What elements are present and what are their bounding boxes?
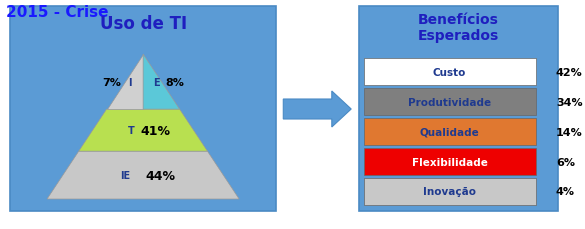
Text: 6%: 6% — [556, 157, 575, 167]
Text: Uso de TI: Uso de TI — [99, 15, 187, 33]
Polygon shape — [47, 152, 239, 199]
Text: Produtividade: Produtividade — [408, 97, 491, 107]
Polygon shape — [106, 55, 143, 110]
Bar — [359, 7, 558, 211]
Text: Flexibilidade: Flexibilidade — [412, 157, 488, 167]
Text: Custo: Custo — [433, 67, 466, 77]
Text: 14%: 14% — [556, 127, 583, 137]
Text: 7%: 7% — [102, 77, 121, 87]
Text: E: E — [153, 77, 160, 87]
Text: 34%: 34% — [556, 97, 583, 107]
Text: 4%: 4% — [556, 187, 575, 197]
Bar — [364, 89, 535, 115]
Text: Benefícios
Esperados: Benefícios Esperados — [418, 13, 499, 42]
Bar — [364, 118, 535, 145]
Text: 8%: 8% — [165, 77, 184, 87]
FancyArrow shape — [283, 92, 351, 128]
Text: 41%: 41% — [140, 124, 170, 137]
Bar — [364, 59, 535, 86]
Text: 2015 - Crise: 2015 - Crise — [6, 5, 108, 20]
Polygon shape — [143, 55, 180, 110]
Text: Qualidade: Qualidade — [420, 127, 480, 137]
Bar — [364, 178, 535, 205]
Text: Inovação: Inovação — [423, 187, 476, 197]
Text: I: I — [128, 77, 131, 87]
Bar — [364, 148, 535, 175]
Text: 42%: 42% — [556, 67, 583, 77]
Bar — [10, 7, 277, 211]
Polygon shape — [79, 110, 208, 152]
Text: T: T — [128, 125, 135, 136]
Text: 44%: 44% — [145, 169, 175, 182]
Text: IE: IE — [121, 170, 130, 180]
